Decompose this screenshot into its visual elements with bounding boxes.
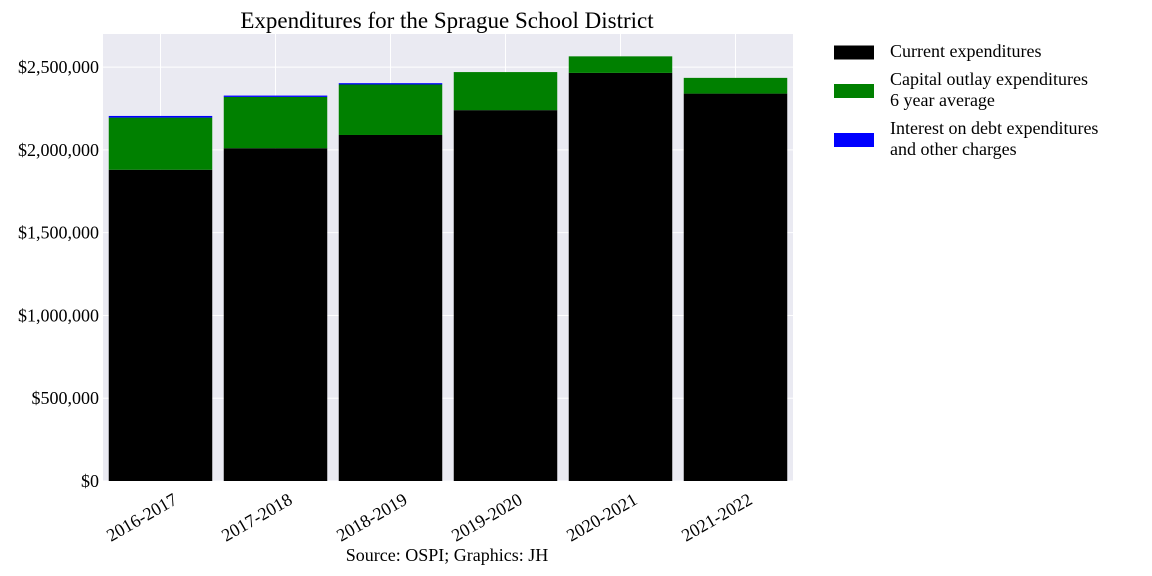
y-tick-label: $2,500,000 bbox=[18, 57, 99, 77]
plot-area bbox=[103, 34, 793, 481]
chart-title: Expenditures for the Sprague School Dist… bbox=[240, 8, 654, 33]
legend-swatch-0 bbox=[834, 45, 874, 60]
x-tick-label: 2021-2022 bbox=[678, 489, 756, 545]
x-tick-label: 2017-2018 bbox=[218, 489, 296, 545]
x-tick-label: 2020-2021 bbox=[563, 489, 641, 545]
legend: Current expenditures Capital outlay expen… bbox=[834, 41, 1098, 159]
legend-label-0: Current expenditures bbox=[890, 41, 1041, 61]
y-axis-ticks: $0 $500,000 $1,000,000 $1,500,000 $2,000,000… bbox=[18, 57, 99, 491]
bar-2019-2020-series-0 bbox=[453, 110, 558, 482]
bar-2018-2019-series-0 bbox=[338, 134, 443, 481]
legend-swatch-1 bbox=[834, 84, 874, 98]
bar-2017-2018-series-2 bbox=[223, 95, 328, 97]
source-note: Source: OSPI; Graphics: JH bbox=[346, 545, 548, 565]
y-tick-label: $1,500,000 bbox=[18, 223, 99, 243]
x-tick-label: 2019-2020 bbox=[448, 489, 526, 545]
bar-2017-2018-series-0 bbox=[223, 148, 328, 481]
legend-swatch-2 bbox=[834, 133, 874, 147]
bar-2021-2022-series-1 bbox=[683, 77, 788, 94]
bar-2021-2022-series-0 bbox=[683, 93, 788, 481]
bar-2018-2019-series-1 bbox=[338, 84, 443, 135]
bar-2019-2020-series-1 bbox=[453, 72, 558, 111]
legend-label-2: Interest on debt expenditures and other c… bbox=[890, 118, 1098, 159]
bar-2020-2021-series-0 bbox=[568, 72, 673, 482]
bars bbox=[108, 56, 788, 482]
y-tick-label: $1,000,000 bbox=[18, 305, 99, 325]
bar-2016-2017-series-0 bbox=[108, 169, 213, 481]
bar-2016-2017-series-1 bbox=[108, 117, 213, 170]
y-tick-label: $500,000 bbox=[32, 388, 100, 408]
bar-2017-2018-series-1 bbox=[223, 96, 328, 149]
y-tick-label: $0 bbox=[81, 471, 99, 491]
legend-label-1: Capital outlay expenditures 6 year averag… bbox=[890, 69, 1088, 110]
y-tick-label: $2,000,000 bbox=[18, 140, 99, 160]
x-axis-ticks: 2016-2017 2017-2018 2018-2019 2019-2020 2020… bbox=[103, 489, 756, 545]
bar-2018-2019-series-2 bbox=[338, 83, 443, 85]
x-tick-label: 2018-2019 bbox=[333, 489, 411, 545]
bar-2020-2021-series-1 bbox=[568, 56, 673, 73]
x-tick-label: 2016-2017 bbox=[103, 489, 181, 545]
bar-2016-2017-series-2 bbox=[108, 115, 213, 118]
